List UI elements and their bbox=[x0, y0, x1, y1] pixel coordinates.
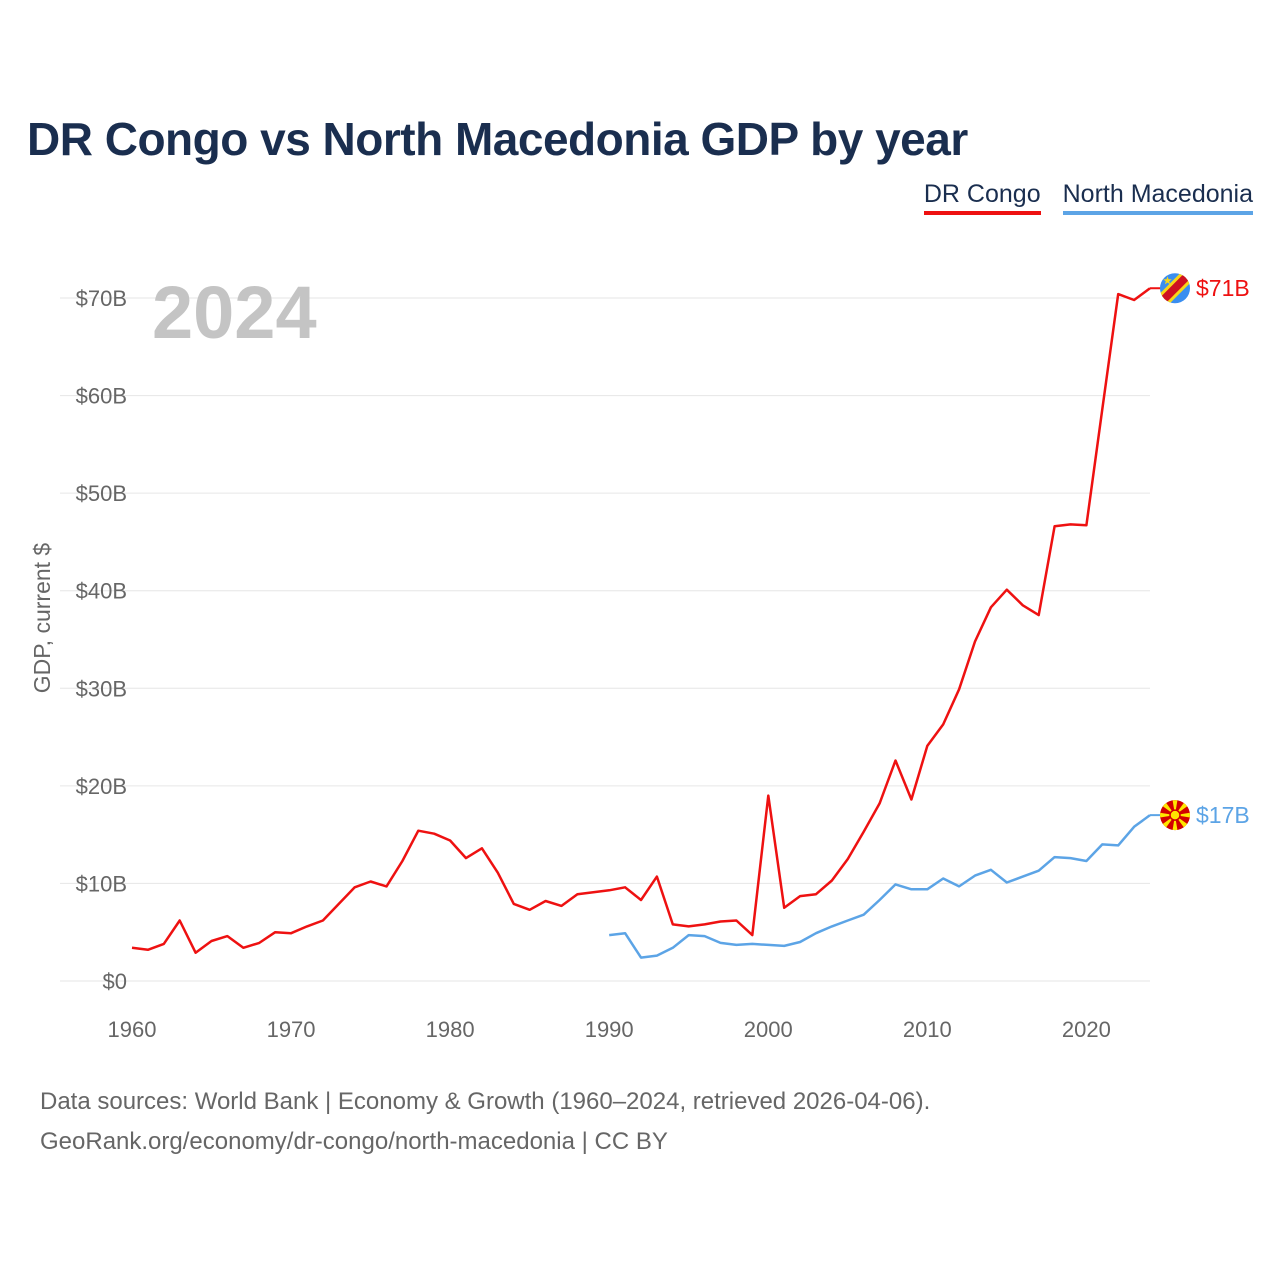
data-source-note: Data sources: World Bank | Economy & Gro… bbox=[40, 1088, 931, 1115]
chart-title: DR Congo vs North Macedonia GDP by year bbox=[27, 113, 968, 165]
y-axis-ticks: $0 $10B $20B $30B $40B $50B $60B $70B bbox=[76, 286, 127, 994]
x-tick-label: 1960 bbox=[108, 1017, 157, 1042]
series-lines bbox=[131, 287, 1151, 959]
y-tick-label: $30B bbox=[76, 676, 127, 701]
y-tick-label: $0 bbox=[103, 969, 127, 994]
y-tick-label: $50B bbox=[76, 481, 127, 506]
x-tick-label: 1980 bbox=[426, 1017, 475, 1042]
attribution-link[interactable]: GeoRank.org/economy/dr-congo/north-maced… bbox=[40, 1128, 668, 1155]
legend-item-north-macedonia[interactable]: North Macedonia bbox=[1062, 180, 1253, 215]
gridlines bbox=[60, 297, 1150, 982]
line-chart: 2024 GDP, current $ $0 $10B $20B $30B $40B $5… bbox=[29, 271, 1250, 1042]
dr-congo-flag-icon bbox=[1160, 273, 1190, 304]
x-tick-label: 1990 bbox=[585, 1017, 634, 1042]
x-axis-ticks: 1960 1970 1980 1990 2000 2010 2020 bbox=[108, 1017, 1111, 1042]
x-tick-label: 1970 bbox=[267, 1017, 316, 1042]
y-tick-label: $60B bbox=[76, 384, 127, 409]
x-tick-label: 2020 bbox=[1062, 1017, 1111, 1042]
end-value-label: $71B bbox=[1196, 275, 1250, 301]
series-line-north-macedonia[interactable] bbox=[609, 814, 1151, 959]
legend-item-dr-congo[interactable]: DR Congo bbox=[923, 180, 1041, 215]
y-axis-title: GDP, current $ bbox=[29, 543, 55, 694]
footer: Data sources: World Bank | Economy & Gro… bbox=[40, 1082, 930, 1162]
y-tick-label: $20B bbox=[76, 774, 127, 799]
series-end-markers: $71B $17B bbox=[1150, 273, 1250, 831]
y-tick-label: $40B bbox=[76, 579, 127, 604]
series-line-dr-congo[interactable] bbox=[131, 287, 1151, 954]
y-tick-label: $10B bbox=[76, 871, 127, 896]
year-watermark: 2024 bbox=[152, 271, 317, 354]
x-tick-label: 2010 bbox=[903, 1017, 952, 1042]
y-tick-label: $70B bbox=[76, 286, 127, 311]
end-value-label: $17B bbox=[1196, 802, 1250, 828]
x-tick-label: 2000 bbox=[744, 1017, 793, 1042]
legend: DR Congo North Macedonia bbox=[923, 180, 1253, 215]
